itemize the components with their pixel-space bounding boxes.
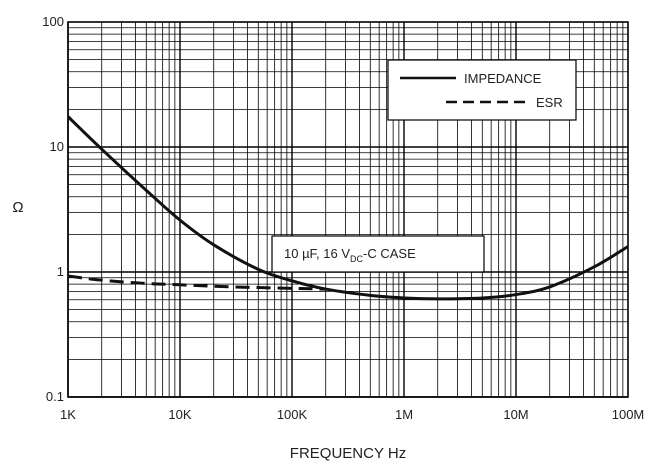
y-tick-label: 1 <box>57 264 64 279</box>
x-tick-labels: 1K 10K 100K 1M 10M 100M <box>60 407 644 422</box>
legend: IMPEDANCE ESR <box>387 59 577 121</box>
grid-minor <box>68 22 628 397</box>
annotation-text: 10 µF, 16 VDC-C CASE <box>284 246 416 264</box>
x-axis-label: FREQUENCY Hz <box>290 445 406 462</box>
plot-frame <box>67 21 629 398</box>
legend-label-esr: ESR <box>536 95 563 110</box>
x-tick-label: 1M <box>395 407 413 422</box>
legend-label-impedance: IMPEDANCE <box>464 71 542 86</box>
annotation-prefix: 10 µF, 16 V <box>284 246 350 261</box>
legend-box <box>387 59 577 121</box>
series-layer <box>66 115 629 301</box>
x-tick-label: 100M <box>612 407 645 422</box>
y-tick-labels: 0.1 1 10 100 <box>42 14 64 404</box>
series-line-impedance <box>66 115 629 301</box>
x-tick-label: 10M <box>503 407 528 422</box>
x-tick-label: 1K <box>60 407 76 422</box>
capacitor-annotation: 10 µF, 16 VDC-C CASE <box>271 235 485 273</box>
y-axis-label: Ω <box>12 199 23 216</box>
y-tick-label: 0.1 <box>46 389 64 404</box>
x-tick-label: 100K <box>277 407 308 422</box>
y-tick-label: 10 <box>50 139 64 154</box>
y-tick-label: 100 <box>42 14 64 29</box>
annotation-subscript: DC <box>350 254 363 264</box>
series-line-esr <box>67 274 326 291</box>
x-tick-label: 10K <box>168 407 191 422</box>
annotation-box <box>271 235 485 273</box>
annotation-suffix: -C CASE <box>363 246 416 261</box>
